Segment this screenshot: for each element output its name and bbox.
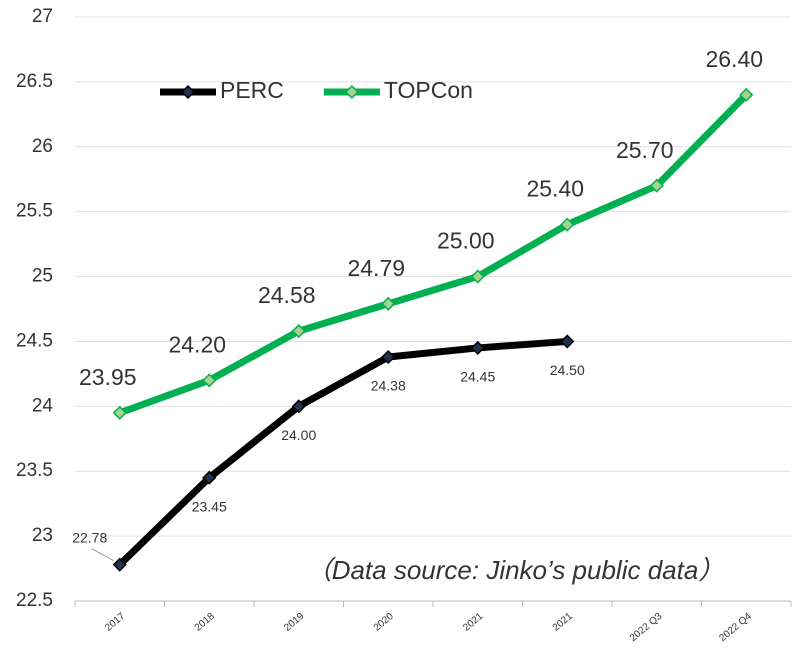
data-label: 24.79 <box>347 255 405 281</box>
data-label: 24.20 <box>168 331 226 357</box>
point-marker <box>470 340 485 355</box>
y-tick-label: 24.5 <box>16 330 53 351</box>
legend-label: TOPCon <box>384 77 473 103</box>
y-tick-label: 23.5 <box>16 460 53 481</box>
y-tick-label: 25 <box>32 266 53 287</box>
x-tick-label: 2021 <box>551 611 575 634</box>
data-label: 22.78 <box>72 529 107 545</box>
data-label: 23.45 <box>192 498 227 514</box>
data-label: 24.45 <box>460 369 495 385</box>
y-tick-label: 23 <box>32 525 53 546</box>
data-label: 23.95 <box>79 364 137 390</box>
point-marker <box>112 405 127 420</box>
legend-label: PERC <box>220 77 284 103</box>
x-tick-label: 2022 Q4 <box>717 611 754 644</box>
data-label: 25.00 <box>437 228 495 254</box>
x-tick-label: 2020 <box>372 611 396 634</box>
data-label: 24.58 <box>258 282 316 308</box>
point-marker <box>291 399 306 414</box>
x-tick-label: 2018 <box>193 611 217 634</box>
data-label: 24.50 <box>550 362 585 378</box>
y-tick-label: 26.5 <box>16 71 53 92</box>
y-tick-label: 22.5 <box>16 590 53 611</box>
series-line <box>117 337 568 568</box>
y-tick-label: 25.5 <box>16 201 53 222</box>
leader-line <box>91 548 114 562</box>
y-tick-label: 26 <box>32 136 53 157</box>
legend-marker <box>180 84 196 100</box>
x-tick-label: 2021 <box>461 611 485 634</box>
point-marker <box>560 334 575 349</box>
point-marker <box>649 178 664 193</box>
data-label: 26.40 <box>705 46 763 72</box>
point-marker <box>381 296 396 311</box>
point-marker <box>739 87 754 102</box>
x-tick-label: 2019 <box>282 611 306 634</box>
data-label: 25.70 <box>616 137 674 163</box>
x-tick-label: 2022 Q3 <box>628 611 665 644</box>
point-marker <box>112 557 127 572</box>
point-marker <box>202 470 217 485</box>
point-marker <box>560 217 575 232</box>
point-marker <box>202 373 217 388</box>
y-tick-label: 27 <box>32 6 53 27</box>
legend-marker <box>344 84 359 100</box>
annotation: （Data source: Jinko’s public data） <box>306 555 725 585</box>
point-marker <box>291 324 306 339</box>
data-label: 25.40 <box>526 176 584 202</box>
point-marker <box>381 349 396 365</box>
point-marker <box>470 269 485 284</box>
data-label: 24.38 <box>371 378 406 394</box>
series-line <box>118 92 749 417</box>
y-tick-label: 24 <box>32 395 54 416</box>
x-tick-label: 2017 <box>103 611 127 634</box>
data-label: 24.00 <box>281 427 316 443</box>
